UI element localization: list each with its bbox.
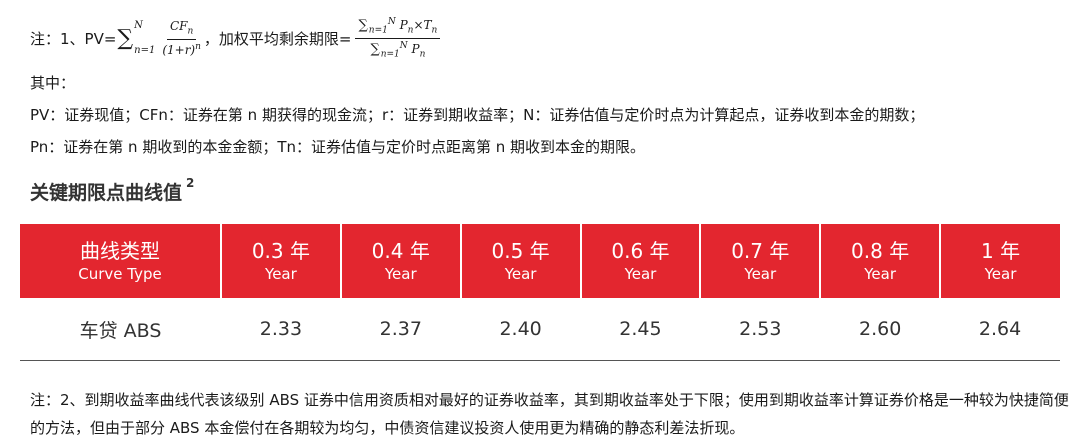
wal-num-upper: N	[387, 17, 396, 28]
value-cell: 2.40	[460, 298, 581, 361]
cf-symbol: CF	[169, 19, 188, 34]
among-label: 其中：	[30, 74, 76, 92]
p-subscript: n	[407, 25, 414, 36]
table-header-row: 曲线类型 Curve Type 0.3 年 Year 0.4 年 Year 0.5 年…	[20, 224, 1060, 298]
times-symbol: ×	[413, 18, 424, 33]
header-term-0-6: 0.6 年 Year	[580, 224, 702, 298]
sum-limits: N n=1	[134, 20, 155, 56]
header-cn: 0.3 年	[251, 239, 310, 263]
header-en: Year	[984, 265, 1017, 283]
header-en: Year	[265, 265, 297, 283]
curve-value-table: 曲线类型 Curve Type 0.3 年 Year 0.4 年 Year 0.5 年…	[20, 224, 1060, 361]
header-en: Year	[624, 265, 657, 283]
header-en: Curve Type	[78, 265, 162, 283]
value-cell: 2.53	[700, 298, 821, 361]
definition-line-1: PV：证券现值；CFn：证券在第 n 期获得的现金流；r：证券到期收益率；N：证…	[30, 106, 925, 124]
section-title: 关键期限点曲线值 2	[30, 176, 195, 205]
value-cell: 2.33	[221, 298, 341, 361]
footnote-2: 注：2、到期收益率曲线代表该级别 ABS 证券中信用资质相对最好的证券收益率，其…	[30, 391, 1069, 437]
cf-subscript: n	[187, 26, 194, 37]
header-en: Year	[744, 265, 777, 283]
t-symbol: T	[423, 18, 432, 33]
header-cn: 0.4 年	[371, 239, 430, 263]
value-cell: 2.64	[940, 298, 1060, 361]
header-term-0-8: 0.8 年 Year	[820, 224, 942, 298]
discount-exponent: n	[195, 41, 201, 52]
header-en: Year	[504, 265, 537, 283]
header-term-1: 1 年 Year	[940, 224, 1060, 298]
note1-prefix: 注：1、PV=	[30, 29, 117, 48]
header-cn: 0.5 年	[491, 239, 550, 263]
header-en: Year	[864, 265, 897, 283]
value-cell: 2.60	[820, 298, 941, 361]
value-cell: 2.37	[340, 298, 461, 361]
header-term-0-7: 0.7 年 Year	[700, 224, 822, 298]
wal-den-lower: n=1	[380, 48, 400, 59]
p-symbol: P	[399, 18, 408, 33]
sum-lower: n=1	[134, 45, 156, 56]
note1-mid-text: ，加权平均剩余期限=	[203, 29, 352, 48]
sigma-symbol-3: ∑	[370, 41, 380, 57]
section-title-text: 关键期限点曲线值	[30, 182, 183, 204]
discount-base: (1+r)	[162, 42, 196, 57]
header-cn: 0.7 年	[731, 239, 790, 263]
t-subscript: n	[431, 25, 438, 36]
p-den-subscript: n	[419, 48, 426, 59]
pv-numerator: CFn	[166, 19, 197, 40]
wal-num-lower: n=1	[368, 25, 388, 36]
wal-den-upper: N	[399, 40, 408, 51]
formula-note-1: 注：1、PV= ∑ N n=1 CFn (1+r)n ，加权平均剩余期限= ∑n…	[30, 12, 443, 64]
header-en: Year	[384, 265, 417, 283]
header-cn: 0.6 年	[611, 239, 670, 263]
header-cn: 0.8 年	[851, 239, 910, 263]
header-curve-type: 曲线类型 Curve Type	[20, 224, 222, 298]
value-cell: 2.45	[580, 298, 701, 361]
sum-upper: N	[134, 20, 143, 31]
header-term-0-3: 0.3 年 Year	[221, 224, 342, 298]
pv-denominator: (1+r)n	[162, 40, 201, 57]
header-term-0-4: 0.4 年 Year	[340, 224, 462, 298]
header-term-0-5: 0.5 年 Year	[460, 224, 582, 298]
table-row: 车贷 ABS 2.33 2.37 2.40 2.45 2.53 2.60 2.6…	[20, 298, 1060, 361]
p-symbol-den: P	[411, 41, 420, 56]
sigma-symbol: ∑	[117, 25, 134, 51]
wal-numerator: ∑n=1N Pn×Tn	[354, 17, 441, 39]
header-cn: 1 年	[980, 239, 1021, 263]
definition-line-2: Pn：证券在第 n 期收到的本金金额；Tn：证券估值与定价时点距离第 n 期收到…	[30, 138, 646, 156]
header-cn: 曲线类型	[80, 239, 160, 263]
wal-denominator: ∑n=1N Pn	[369, 39, 425, 59]
section-footnote-marker: 2	[186, 176, 195, 190]
wal-fraction: ∑n=1N Pn×Tn ∑n=1N Pn	[354, 17, 441, 59]
sigma-symbol-2: ∑	[358, 18, 368, 34]
row-label: 车贷 ABS	[20, 298, 221, 361]
pv-fraction: CFn (1+r)n	[162, 19, 201, 56]
